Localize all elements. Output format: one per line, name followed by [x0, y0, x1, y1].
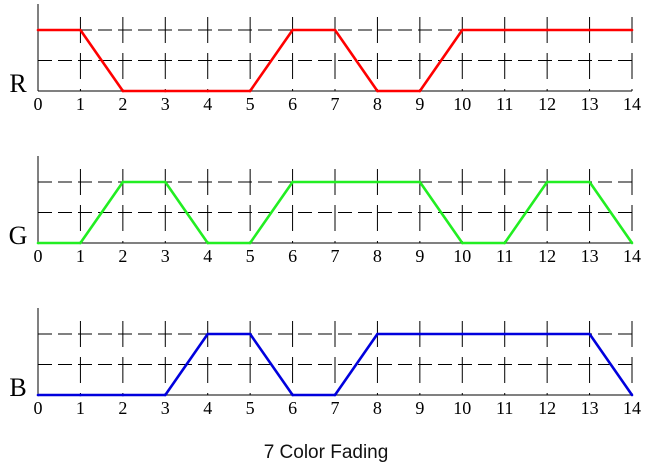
data-point	[163, 393, 167, 397]
x-tick-label: 8	[373, 94, 382, 114]
x-tick-label: 6	[288, 94, 297, 114]
x-tick-label: 0	[34, 94, 43, 114]
x-tick-label: 10	[453, 94, 471, 114]
x-tick-label: 7	[331, 94, 340, 114]
x-tick-label: 12	[538, 246, 556, 266]
data-point	[79, 28, 82, 32]
data-point	[460, 241, 464, 245]
data-point	[630, 28, 634, 32]
data-point	[291, 393, 294, 397]
data-point	[36, 241, 40, 245]
data-point	[545, 180, 549, 184]
data-point	[163, 180, 167, 184]
data-point	[545, 28, 549, 32]
x-tick-label: 14	[623, 246, 641, 266]
data-point	[376, 89, 379, 93]
channel-label: B	[9, 373, 26, 402]
data-point	[333, 393, 337, 397]
data-point	[206, 332, 210, 336]
x-tick-label: 0	[34, 398, 43, 418]
data-point	[503, 332, 507, 336]
x-tick-label: 0	[34, 246, 43, 266]
data-point	[121, 393, 125, 397]
x-tick-label: 5	[246, 94, 255, 114]
x-tick-label: 2	[118, 398, 127, 418]
x-tick-label: 2	[118, 246, 127, 266]
data-point	[418, 89, 422, 93]
data-point	[206, 89, 210, 93]
data-point	[79, 241, 82, 245]
x-tick-label: 13	[581, 246, 599, 266]
data-point	[121, 89, 125, 93]
data-point	[36, 393, 40, 397]
x-tick-label: 3	[161, 246, 170, 266]
data-point	[630, 241, 634, 245]
data-point	[248, 241, 252, 245]
x-tick-label: 8	[373, 246, 382, 266]
x-tick-label: 14	[623, 94, 641, 114]
data-point	[418, 332, 422, 336]
x-tick-label: 5	[246, 246, 255, 266]
channel-label: R	[9, 69, 27, 98]
data-point	[376, 180, 379, 184]
x-tick-label: 1	[76, 398, 85, 418]
data-point	[163, 89, 167, 93]
x-tick-label: 10	[453, 398, 471, 418]
x-tick-label: 13	[581, 398, 599, 418]
data-point	[588, 180, 591, 184]
data-point	[248, 89, 252, 93]
data-point	[291, 28, 294, 32]
x-tick-label: 7	[331, 246, 340, 266]
x-tick-label: 6	[288, 246, 297, 266]
x-tick-label: 1	[76, 246, 85, 266]
x-tick-label: 4	[203, 398, 212, 418]
data-point	[36, 28, 40, 32]
data-point	[630, 393, 634, 397]
channel-panel-r: 0 1 2 3 4 5 6 7 8 9 10 11 12 13 14R	[9, 4, 641, 114]
x-tick-label: 6	[288, 398, 297, 418]
x-tick-label: 12	[538, 398, 556, 418]
data-point	[503, 241, 507, 245]
data-point	[588, 332, 591, 336]
x-tick-label: 9	[415, 94, 424, 114]
data-point	[460, 28, 464, 32]
x-tick-label: 9	[415, 246, 424, 266]
data-point	[291, 180, 294, 184]
data-point	[503, 28, 507, 32]
data-point	[79, 393, 82, 397]
data-point	[545, 332, 549, 336]
data-point	[588, 28, 591, 32]
x-tick-label: 4	[203, 246, 212, 266]
data-point	[333, 28, 337, 32]
x-tick-label: 11	[496, 246, 513, 266]
x-tick-label: 8	[373, 398, 382, 418]
data-point	[206, 241, 210, 245]
x-tick-label: 2	[118, 94, 127, 114]
channel-panel-b: 0 1 2 3 4 5 6 7 8 9 10 11 12 13 14B	[9, 308, 641, 418]
data-point	[418, 180, 422, 184]
channel-label: G	[9, 221, 28, 250]
figure-caption: 7 Color Fading	[264, 442, 389, 463]
x-tick-label: 11	[496, 94, 513, 114]
x-tick-label: 11	[496, 398, 513, 418]
x-tick-label: 5	[246, 398, 255, 418]
x-tick-label: 1	[76, 94, 85, 114]
data-point	[460, 332, 464, 336]
data-point	[248, 332, 252, 336]
x-tick-label: 13	[581, 94, 599, 114]
x-tick-label: 7	[331, 398, 340, 418]
data-point	[333, 180, 337, 184]
data-point	[376, 332, 379, 336]
x-tick-label: 3	[161, 94, 170, 114]
x-tick-label: 10	[453, 246, 471, 266]
channel-panel-g: 0 1 2 3 4 5 6 7 8 9 10 11 12 13 14G	[9, 156, 641, 266]
x-tick-label: 9	[415, 398, 424, 418]
data-point	[121, 180, 125, 184]
x-tick-label: 12	[538, 94, 556, 114]
x-tick-label: 3	[161, 398, 170, 418]
x-tick-label: 4	[203, 94, 212, 114]
x-tick-label: 14	[623, 398, 641, 418]
